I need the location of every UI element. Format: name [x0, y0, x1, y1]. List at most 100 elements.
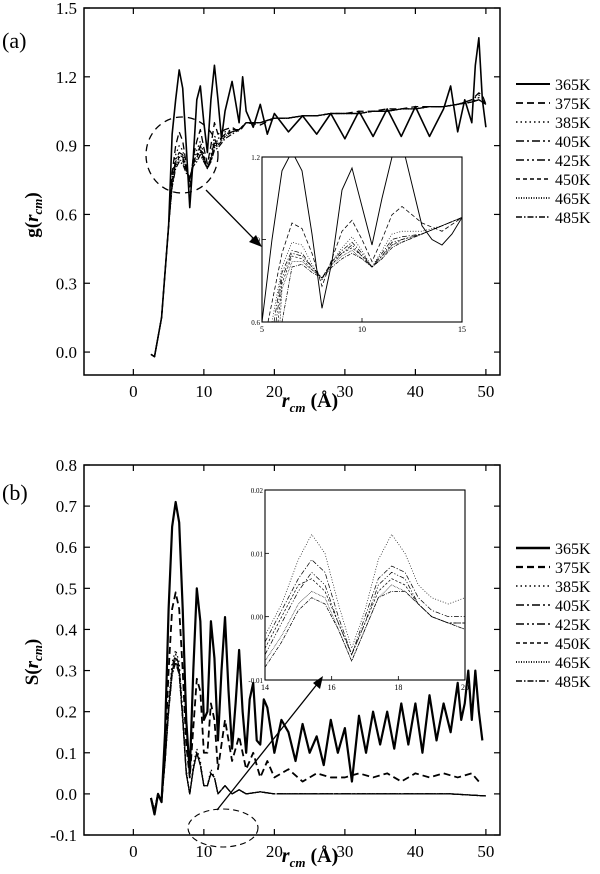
series-line-b-450K [150, 657, 486, 811]
y-axis-label-b-var: r [22, 660, 43, 668]
series-line-a-375K [150, 92, 487, 358]
inset-x-tick-label-a: 10 [358, 325, 366, 334]
y-tick-label-b: 0.6 [56, 538, 77, 557]
x-tick-label-a: 30 [336, 382, 353, 401]
y-axis-label-a-var: r [22, 214, 43, 222]
inset-series-line-a-405K [273, 217, 462, 322]
x-axis-label-a-var: r [282, 390, 290, 412]
inset-x-tick-label-b: 20 [461, 683, 469, 692]
inset-y-tick-label-a: 0.6 [251, 319, 260, 327]
y-tick-label-a: 0.0 [56, 343, 77, 362]
inset-series-line-b-425K [265, 571, 465, 656]
panel-b: (b) S(rcm) rcm (Å) 0 10 20 30 40 50-0.10.00.10… [2, 456, 591, 870]
legend-label-b-450K: 450K [555, 636, 591, 653]
inset-y-tick-label-b: -0.01 [248, 677, 263, 685]
y-tick-label-b: 0.7 [56, 497, 78, 516]
inset-series-line-b-450K [265, 578, 465, 656]
legend-label-a-450K: 450K [555, 172, 591, 189]
inset-x-tick-label-a: 5 [260, 325, 264, 334]
inset-series-line-a-385K [271, 217, 462, 322]
zoom-arrowhead-a [249, 235, 262, 247]
x-tick-label-a: 40 [407, 382, 424, 401]
legend-label-a-365K: 365K [555, 77, 591, 94]
legend-label-a-425K: 425K [555, 153, 591, 170]
inset-series-line-b-485K [265, 590, 465, 668]
series-line-b-365K [149, 500, 484, 816]
series-line-b-375K [150, 591, 480, 812]
zoom-annotation-b [187, 676, 323, 848]
plot-frame-b [83, 464, 501, 836]
legend-label-b-385K: 385K [555, 579, 591, 596]
inset-series-line-b-385K [265, 533, 465, 650]
panel-label-a: (a) [2, 28, 26, 53]
y-tick-label-b: 0.4 [56, 620, 78, 639]
x-tick-label-b: 0 [129, 842, 138, 861]
legend-label-b-405K: 405K [555, 598, 591, 615]
y-axis-label-b-main: S( [22, 668, 43, 685]
inset-x-tick-label-b: 18 [394, 683, 402, 692]
inset-y-tick-label-b: 0.01 [251, 550, 264, 558]
legend-label-b-465K: 465K [555, 655, 591, 672]
y-axis-label-a: g(rcm) [22, 192, 45, 237]
inset-frame-a [261, 156, 463, 323]
zoom-arrow-b [216, 682, 319, 811]
x-axis-label-b: rcm (Å) [282, 844, 338, 870]
series-line-b-485K [150, 661, 486, 811]
panel-a: (a) g(rcm) rcm (Å) 0 10 20 30 40 500.00.30.60.… [2, 0, 591, 415]
y-tick-label-a: 0.3 [56, 274, 77, 293]
inset-x-tick-label-b: 14 [261, 683, 269, 692]
legend-label-b-485K: 485K [555, 674, 591, 691]
inset-y-tick-label-b: 0.02 [251, 487, 264, 495]
y-axis-label-a-end: ) [22, 192, 43, 198]
legend-label-b-375K: 375K [555, 560, 591, 577]
panel-label-b: (b) [2, 480, 28, 505]
legend-b: 365K 375K 385K 405K 425K 450K 465K 485K [516, 541, 591, 691]
x-tick-label-b: 50 [477, 842, 494, 861]
y-tick-label-b: 0.0 [56, 785, 77, 804]
y-tick-label-b: 0.2 [56, 703, 77, 722]
zoom-ellipse-b [187, 808, 259, 848]
plot-area-b: 0 10 20 30 40 50 -0.1 0.0 0.1 0.2 0.3 0.4 0.5 0.6 0.7 0… [50, 456, 501, 861]
y-tick-label-b: 0.5 [56, 579, 77, 598]
x-tick-label-b: 30 [336, 842, 353, 861]
legend-a: 365K 375K 385K 405K 425K 450K 465K 485K [516, 77, 591, 227]
inset-frame-b [264, 489, 466, 681]
inset-y-tick-label-b: 0.00 [251, 614, 264, 622]
x-axis-label-b-sub: cm [290, 855, 306, 870]
zoom-ellipse-a [145, 116, 219, 194]
x-tick-label-a: 50 [477, 382, 494, 401]
x-tick-label-b: 40 [407, 842, 424, 861]
inset-x-tick-label-a: 15 [458, 325, 466, 334]
y-tick-label-a: 1.5 [56, 0, 77, 18]
svg-text:S(rcm): S(rcm) [22, 639, 45, 686]
y-tick-label-b: -0.1 [50, 826, 77, 845]
y-axis-label-a-main: g( [22, 222, 43, 238]
y-tick-label-b: 0.8 [56, 456, 77, 475]
x-axis-label-b-var: r [282, 845, 290, 867]
plot-frame-a [83, 7, 501, 376]
y-tick-label-a: 1.2 [56, 68, 77, 87]
inset-series-line-a-365K [262, 157, 462, 322]
x-axis-label-a-unit: (Å) [310, 389, 338, 412]
zoom-annotation-a [145, 116, 262, 247]
y-tick-label-b: 0.3 [56, 662, 77, 681]
legend-label-a-375K: 375K [555, 96, 591, 113]
y-axis-label-b-end: ) [22, 639, 43, 645]
legend-label-a-385K: 385K [555, 115, 591, 132]
y-axis-label-b-sub: cm [30, 645, 45, 661]
x-tick-label-b: 10 [195, 842, 212, 861]
series-line-a-365K [150, 37, 487, 358]
x-tick-label-a: 10 [195, 382, 212, 401]
zoom-arrow-a [205, 189, 256, 241]
inset-series-line-a-425K [275, 217, 462, 322]
legend-label-a-405K: 405K [555, 134, 591, 151]
inset-series-line-b-405K [265, 559, 465, 656]
legend-label-b-365K: 365K [555, 541, 591, 558]
y-tick-label-b: 0.1 [56, 744, 77, 763]
x-tick-label-a: 20 [266, 382, 283, 401]
inset-series-line-b-465K [265, 584, 465, 663]
x-tick-label-a: 0 [129, 382, 138, 401]
y-tick-label-a: 0.9 [56, 137, 77, 156]
